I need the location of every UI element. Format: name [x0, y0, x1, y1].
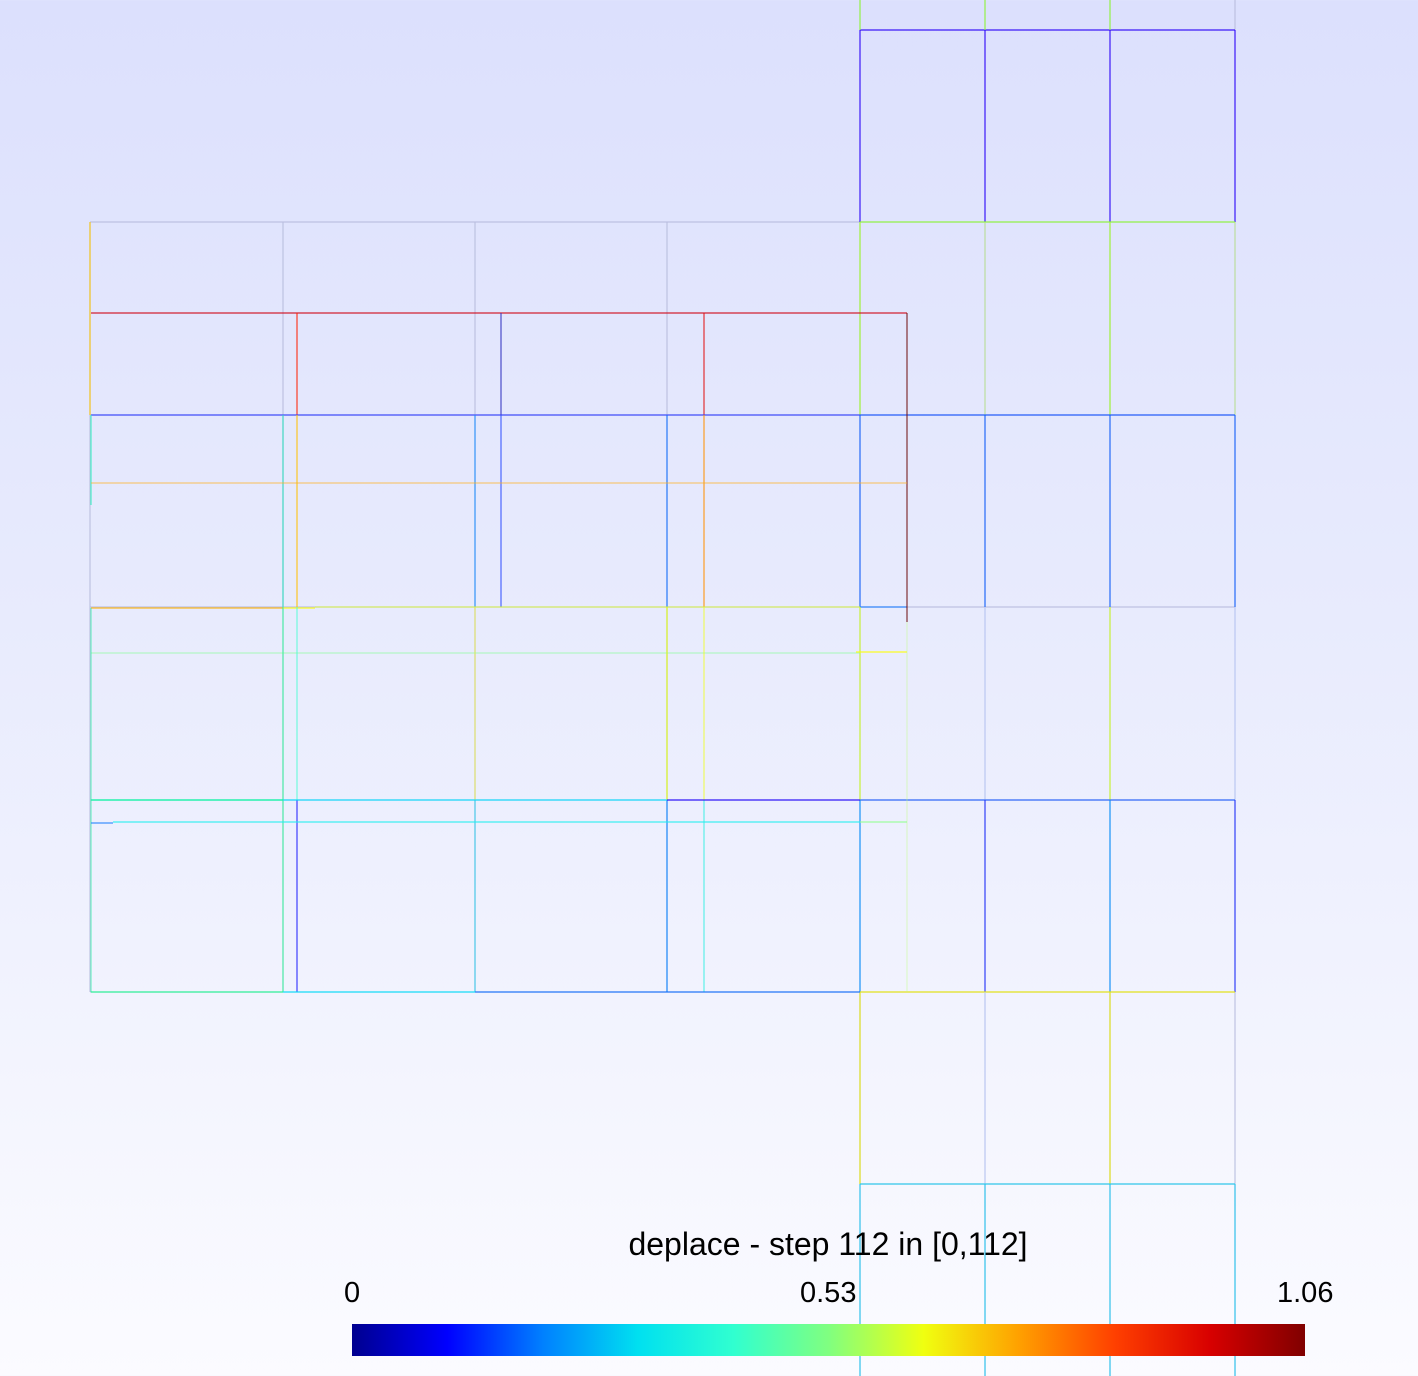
colorbar-tick-mid: 0.53 — [800, 1277, 857, 1309]
colorbar-tick-min: 0 — [344, 1277, 361, 1309]
colorbar-title: deplace - step 112 in [0,112] — [628, 1226, 1028, 1262]
colorbar — [352, 1324, 1305, 1356]
colorbar-tick-max: 1.06 — [1277, 1277, 1334, 1309]
